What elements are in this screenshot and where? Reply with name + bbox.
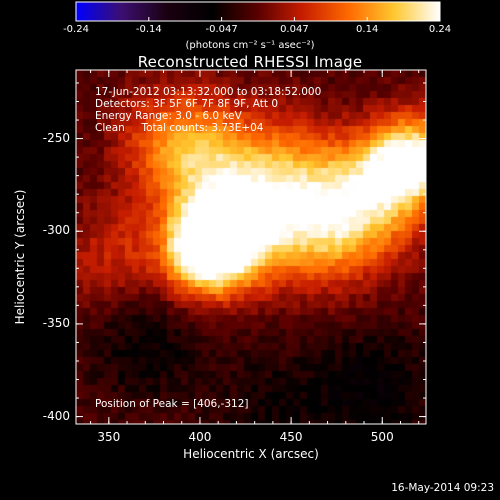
- y-axis-label: Heliocentric Y (arcsec): [13, 189, 27, 325]
- colorbar-tick-label: 0.14: [356, 24, 379, 35]
- axis-tickmarks: [76, 70, 426, 424]
- info-line-detectors: Detectors: 3F 5F 6F 7F 8F 9F, Att 0: [95, 98, 279, 110]
- colorbar-tick-label: -0.047: [205, 24, 238, 35]
- info-line-time: 17-Jun-2012 03:13:32.000 to 03:18:52.000: [95, 86, 322, 98]
- colorbar-tickmarks: [75, 17, 441, 21]
- colorbar: [75, 1, 441, 22]
- info-line-energy: Energy Range: 3.0 - 6.0 keV: [95, 110, 242, 122]
- x-tick-label: 400: [188, 430, 212, 444]
- y-tick-label: -300: [42, 223, 70, 238]
- y-tick-label: -350: [42, 315, 70, 330]
- chart-title: Reconstructed RHESSI Image: [137, 53, 363, 71]
- colorbar-tick-label: -0.14: [135, 24, 162, 35]
- x-tick-label: 350: [97, 430, 121, 444]
- colorbar-gradient: [75, 1, 441, 22]
- x-axis-label: Heliocentric X (arcsec): [183, 447, 319, 461]
- x-tick-label: 500: [370, 430, 394, 444]
- y-tick-label: -400: [42, 408, 70, 423]
- colorbar-tick-label: 0.047: [280, 24, 309, 35]
- info-line-counts: Clean Total counts: 3.73E+04: [95, 122, 264, 134]
- timestamp: 16-May-2014 09:23: [391, 482, 494, 494]
- y-tick-label: -250: [42, 130, 70, 145]
- x-tick-label: 450: [279, 430, 303, 444]
- colorbar-unit-label: (photons cm⁻² s⁻¹ asec⁻²): [185, 40, 315, 51]
- heatmap-image: [76, 70, 426, 424]
- colorbar-tick-label: 0.24: [428, 24, 452, 35]
- peak-position-label: Position of Peak = [406,-312]: [95, 398, 249, 410]
- colorbar-tick-label: -0.24: [63, 24, 89, 35]
